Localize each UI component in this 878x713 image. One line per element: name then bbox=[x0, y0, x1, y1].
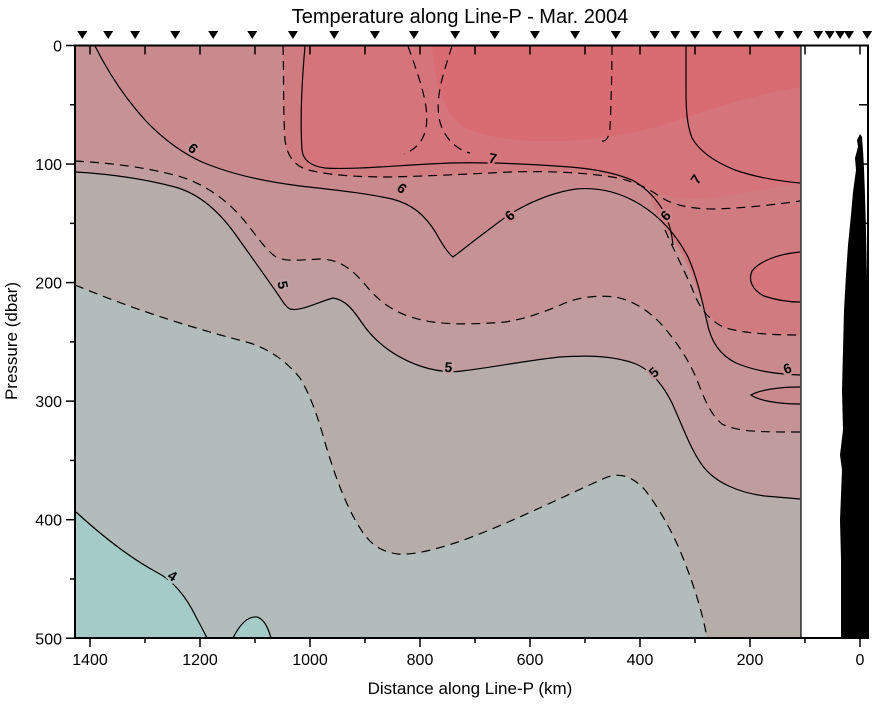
station-marker-336km bbox=[670, 31, 681, 39]
x-tick-label-1400: 1400 bbox=[72, 652, 108, 669]
contour-label-5: 5 bbox=[444, 359, 453, 376]
contour-solid-6 bbox=[94, 45, 801, 376]
chart-title: Temperature along Line-P - Mar. 2004 bbox=[292, 6, 629, 28]
y-tick-label-500: 500 bbox=[35, 631, 62, 648]
contour-dashed-6.5 bbox=[664, 229, 801, 336]
axis-ticks bbox=[66, 44, 868, 647]
station-marker-300km bbox=[690, 31, 700, 39]
station-marker-260km bbox=[712, 31, 722, 39]
y-tick-label-200: 200 bbox=[35, 276, 62, 293]
contour-solid-4 bbox=[232, 616, 272, 639]
x-axis-title: Distance along Line-P (km) bbox=[368, 679, 573, 698]
station-marker-113km bbox=[792, 31, 803, 39]
contour-solid-6 bbox=[749, 386, 801, 405]
fill-warm-tongue-7 bbox=[750, 252, 800, 302]
fill-band-lt4-bump bbox=[233, 616, 271, 638]
contour-solid-4 bbox=[75, 511, 208, 639]
y-axis-title: Pressure (dbar) bbox=[2, 282, 21, 400]
station-marker-55km bbox=[824, 31, 835, 39]
y-tick-label-300: 300 bbox=[35, 394, 62, 411]
x-tick-label-0: 0 bbox=[856, 652, 865, 669]
x-tick-label-800: 800 bbox=[407, 652, 434, 669]
contour-solid-5 bbox=[74, 171, 801, 500]
station-marker-222km bbox=[732, 31, 743, 39]
contour-dashed-7.5 bbox=[437, 45, 471, 154]
fill-band-6.5-7.0-coastal bbox=[648, 190, 800, 335]
station-marker-1176km bbox=[208, 31, 219, 39]
station-marker-185km bbox=[753, 31, 764, 39]
x-tick-label-600: 600 bbox=[517, 652, 544, 669]
station-marker-1367km bbox=[103, 31, 114, 39]
y-tick-label-100: 100 bbox=[35, 157, 62, 174]
contour-dashed-4.5 bbox=[74, 284, 708, 639]
station-marker-1031km bbox=[287, 31, 298, 39]
station-marker-1105km bbox=[247, 31, 258, 39]
y-tick-label-400: 400 bbox=[35, 513, 62, 530]
fill-band-lt4-main bbox=[76, 512, 207, 638]
contour-lines bbox=[74, 45, 801, 639]
station-marker-1318km bbox=[130, 31, 141, 39]
station-marker-591km bbox=[529, 31, 540, 39]
station-marker-956km bbox=[329, 31, 340, 39]
station-marker-1414km bbox=[77, 31, 88, 39]
station-marker-444km bbox=[610, 31, 621, 39]
station-marker-20km bbox=[844, 31, 854, 39]
station-marker-664km bbox=[489, 31, 500, 39]
y-tick-label-0: 0 bbox=[53, 39, 62, 56]
contour-solid-7 bbox=[749, 251, 801, 303]
x-tick-label-1200: 1200 bbox=[182, 652, 218, 669]
station-marker-373km bbox=[649, 31, 660, 39]
contour-dashed-7.5 bbox=[600, 45, 613, 142]
bathymetry-shape bbox=[840, 134, 868, 638]
station-marker-76km bbox=[813, 31, 824, 39]
contour-dashed-5.5 bbox=[74, 160, 801, 433]
station-marker-518km bbox=[570, 31, 581, 39]
contour-solid-7 bbox=[300, 45, 674, 246]
bathymetry-silhouette bbox=[840, 134, 868, 638]
fill-band-4.0-4.5 bbox=[75, 285, 707, 638]
axis-tick-labels: 1400 1200 1000 800 600 400 200 0 0 100 200 300 400 50… bbox=[35, 39, 864, 670]
x-tick-label-200: 200 bbox=[737, 652, 764, 669]
station-marker-36km bbox=[835, 31, 846, 39]
station-markers bbox=[77, 31, 873, 39]
station-marker-736km bbox=[450, 31, 461, 39]
station-marker-147km bbox=[774, 31, 785, 39]
temperature-band-fills bbox=[75, 45, 802, 638]
station-marker-882km bbox=[369, 31, 380, 39]
x-tick-label-1000: 1000 bbox=[292, 652, 328, 669]
station-marker--13km bbox=[862, 31, 873, 39]
contour-dashed-6.5 bbox=[282, 45, 801, 210]
contour-dashed-7.5 bbox=[403, 45, 428, 155]
contour-solid-7 bbox=[685, 46, 801, 184]
fill-band-gt7.5 bbox=[432, 46, 800, 142]
station-marker-811km bbox=[408, 31, 419, 39]
x-tick-label-400: 400 bbox=[627, 652, 654, 669]
station-marker-1245km bbox=[170, 31, 181, 39]
